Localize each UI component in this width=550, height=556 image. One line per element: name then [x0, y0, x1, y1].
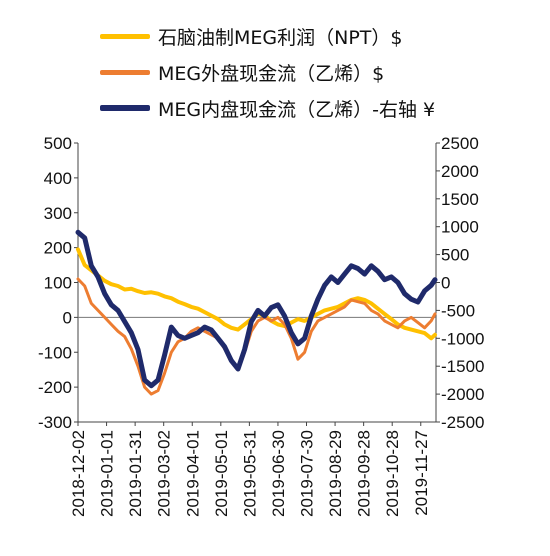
legend-label-npt-profit: 石脑油制MEG利润（NPT）$: [158, 26, 403, 49]
y-left-tick-label: 100: [44, 274, 72, 293]
x-tick-label: 2019-09-28: [355, 430, 374, 517]
legend-label-domestic-cashflow: MEG内盘现金流（乙烯）-右轴 ¥: [158, 98, 436, 121]
y-left-tick-label: 400: [44, 169, 72, 188]
x-tick-label: 2019-10-28: [383, 430, 402, 517]
y-left-tick-label: 500: [44, 134, 72, 153]
legend-item-external-cashflow: MEG外盘现金流（乙烯）$: [100, 54, 435, 90]
legend-item-domestic-cashflow: MEG内盘现金流（乙烯）-右轴 ¥: [100, 90, 435, 126]
y-right-tick-label: 2500: [441, 134, 479, 153]
y-right-tick-label: -1500: [441, 357, 484, 376]
legend-swatch-domestic-cashflow: [100, 105, 150, 111]
y-left-tick-label: 200: [44, 239, 72, 258]
y-left-tick-label: 300: [44, 204, 72, 223]
y-left-tick-label: -100: [38, 343, 72, 362]
y-right-tick-label: -500: [441, 301, 475, 320]
x-tick-label: 2019-01-01: [98, 430, 117, 517]
y-left-tick-label: -200: [38, 378, 72, 397]
x-tick-label: 2019-05-01: [212, 430, 231, 517]
legend-swatch-external-cashflow: [100, 69, 150, 75]
y-right-tick-label: 0: [441, 274, 450, 293]
x-tick-label: 2019-03-02: [155, 430, 174, 517]
x-tick-label: 2019-01-31: [126, 430, 145, 517]
y-left-tick-label: 0: [63, 308, 72, 327]
y-left-tick-label: -300: [38, 413, 72, 432]
x-tick-label: 2019-11-27: [412, 430, 431, 516]
series-line-external-cashflow: [76, 277, 437, 396]
y-right-tick-label: 1000: [441, 218, 479, 237]
x-tick-label: 2019-04-01: [183, 430, 202, 517]
y-right-tick-label: 1500: [441, 190, 479, 209]
legend-item-npt-profit: 石脑油制MEG利润（NPT）$: [100, 18, 435, 54]
x-tick-label: 2019-05-31: [240, 430, 259, 517]
y-right-tick-label: -1000: [441, 329, 484, 348]
x-tick-label: 2019-07-30: [298, 430, 317, 517]
y-right-tick-label: -2000: [441, 385, 484, 404]
y-right-tick-label: 2000: [441, 162, 479, 181]
x-tick-label: 2018-12-02: [69, 430, 88, 517]
legend: 石脑油制MEG利润（NPT）$ MEG外盘现金流（乙烯）$ MEG内盘现金流（乙…: [100, 18, 435, 126]
y-right-tick-label: -2500: [441, 413, 484, 432]
y-right-tick-label: 500: [441, 246, 469, 265]
series-line-domestic-cashflow: [75, 229, 438, 389]
legend-label-external-cashflow: MEG外盘现金流（乙烯）$: [158, 62, 385, 85]
x-tick-label: 2019-06-30: [269, 430, 288, 517]
x-tick-label: 2019-08-29: [326, 430, 345, 517]
legend-swatch-npt-profit: [100, 33, 150, 39]
